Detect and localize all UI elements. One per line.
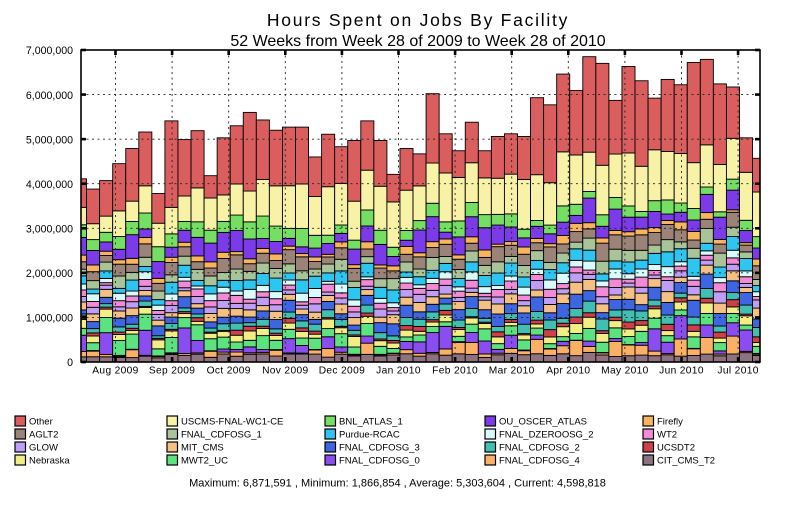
svg-text:7,000,000: 7,000,000: [26, 45, 73, 57]
svg-text:0: 0: [67, 357, 73, 369]
svg-text:OU_OSCER_ATLAS: OU_OSCER_ATLAS: [499, 416, 587, 427]
svg-text:Purdue-RCAC: Purdue-RCAC: [339, 429, 400, 440]
svg-text:FNAL_CDFOSG_4: FNAL_CDFOSG_4: [499, 455, 580, 466]
svg-text:FNAL_DZEROOSG_2: FNAL_DZEROOSG_2: [499, 429, 594, 440]
svg-text:USCMS-FNAL-WC1-CE: USCMS-FNAL-WC1-CE: [181, 416, 283, 427]
svg-text:Jul 2010: Jul 2010: [717, 366, 758, 377]
svg-text:MWT2_UC: MWT2_UC: [181, 455, 228, 466]
svg-text:Hours Spent on Jobs By Facilit: Hours Spent on Jobs By Facility: [267, 10, 569, 30]
svg-text:MIT_CMS: MIT_CMS: [181, 442, 224, 453]
svg-text:CIT_CMS_T2: CIT_CMS_T2: [657, 455, 715, 466]
svg-text:3,000,000: 3,000,000: [26, 223, 73, 235]
svg-text:WT2: WT2: [657, 429, 677, 440]
svg-text:Mar 2010: Mar 2010: [489, 366, 535, 377]
svg-text:Aug 2009: Aug 2009: [92, 366, 138, 377]
svg-text:FNAL_CDFOSG_2: FNAL_CDFOSG_2: [499, 442, 580, 453]
svg-text:Oct 2009: Oct 2009: [207, 366, 251, 377]
svg-text:Jun 2010: Jun 2010: [659, 366, 704, 377]
svg-text:Jan 2010: Jan 2010: [376, 366, 421, 377]
svg-text:AGLT2: AGLT2: [29, 429, 58, 440]
svg-text:BNL_ATLAS_1: BNL_ATLAS_1: [339, 416, 403, 427]
svg-text:Sep 2009: Sep 2009: [149, 366, 195, 377]
svg-text:1,000,000: 1,000,000: [26, 313, 73, 325]
svg-text:GLOW: GLOW: [29, 442, 58, 453]
svg-text:Other: Other: [29, 416, 53, 427]
svg-text:Apr 2010: Apr 2010: [546, 366, 590, 377]
svg-text:Maximum: 6,871,591 , Minimum:: Maximum: 6,871,591 , Minimum: 1,866,854 …: [189, 478, 606, 490]
svg-text:Nebraska: Nebraska: [29, 455, 70, 466]
svg-text:UCSDT2: UCSDT2: [657, 442, 695, 453]
svg-text:FNAL_CDFOSG_1: FNAL_CDFOSG_1: [181, 429, 262, 440]
svg-text:FNAL_CDFOSG_3: FNAL_CDFOSG_3: [339, 442, 420, 453]
svg-text:2,000,000: 2,000,000: [26, 268, 73, 280]
svg-text:Firefly: Firefly: [657, 416, 683, 427]
svg-text:Nov 2009: Nov 2009: [262, 366, 308, 377]
svg-text:4,000,000: 4,000,000: [26, 179, 73, 191]
svg-text:5,000,000: 5,000,000: [26, 134, 73, 146]
svg-text:Dec 2009: Dec 2009: [319, 366, 365, 377]
svg-text:May 2010: May 2010: [601, 366, 649, 377]
svg-text:Feb 2010: Feb 2010: [432, 366, 478, 377]
svg-text:FNAL_CDFOSG_0: FNAL_CDFOSG_0: [339, 455, 420, 466]
svg-text:6,000,000: 6,000,000: [26, 90, 73, 102]
svg-text:52 Weeks from Week 28 of 2009: 52 Weeks from Week 28 of 2009 to Week 28…: [230, 33, 605, 50]
